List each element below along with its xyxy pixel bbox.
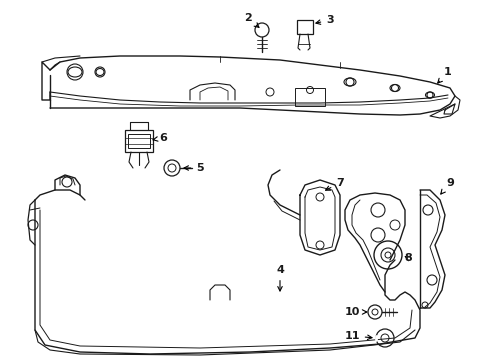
Bar — [296, 20, 312, 34]
Text: 10: 10 — [344, 307, 366, 317]
Bar — [125, 130, 153, 152]
Text: 11: 11 — [344, 331, 371, 341]
Text: 3: 3 — [315, 15, 333, 25]
Text: 2: 2 — [244, 13, 259, 27]
Text: 5: 5 — [183, 163, 203, 173]
Text: 8: 8 — [403, 253, 411, 263]
Text: 9: 9 — [440, 178, 453, 194]
Text: 6: 6 — [153, 133, 166, 143]
Text: 1: 1 — [437, 67, 451, 83]
Text: 7: 7 — [325, 178, 343, 190]
Bar — [294, 88, 325, 106]
Text: 4: 4 — [276, 265, 284, 291]
Bar — [128, 134, 150, 148]
